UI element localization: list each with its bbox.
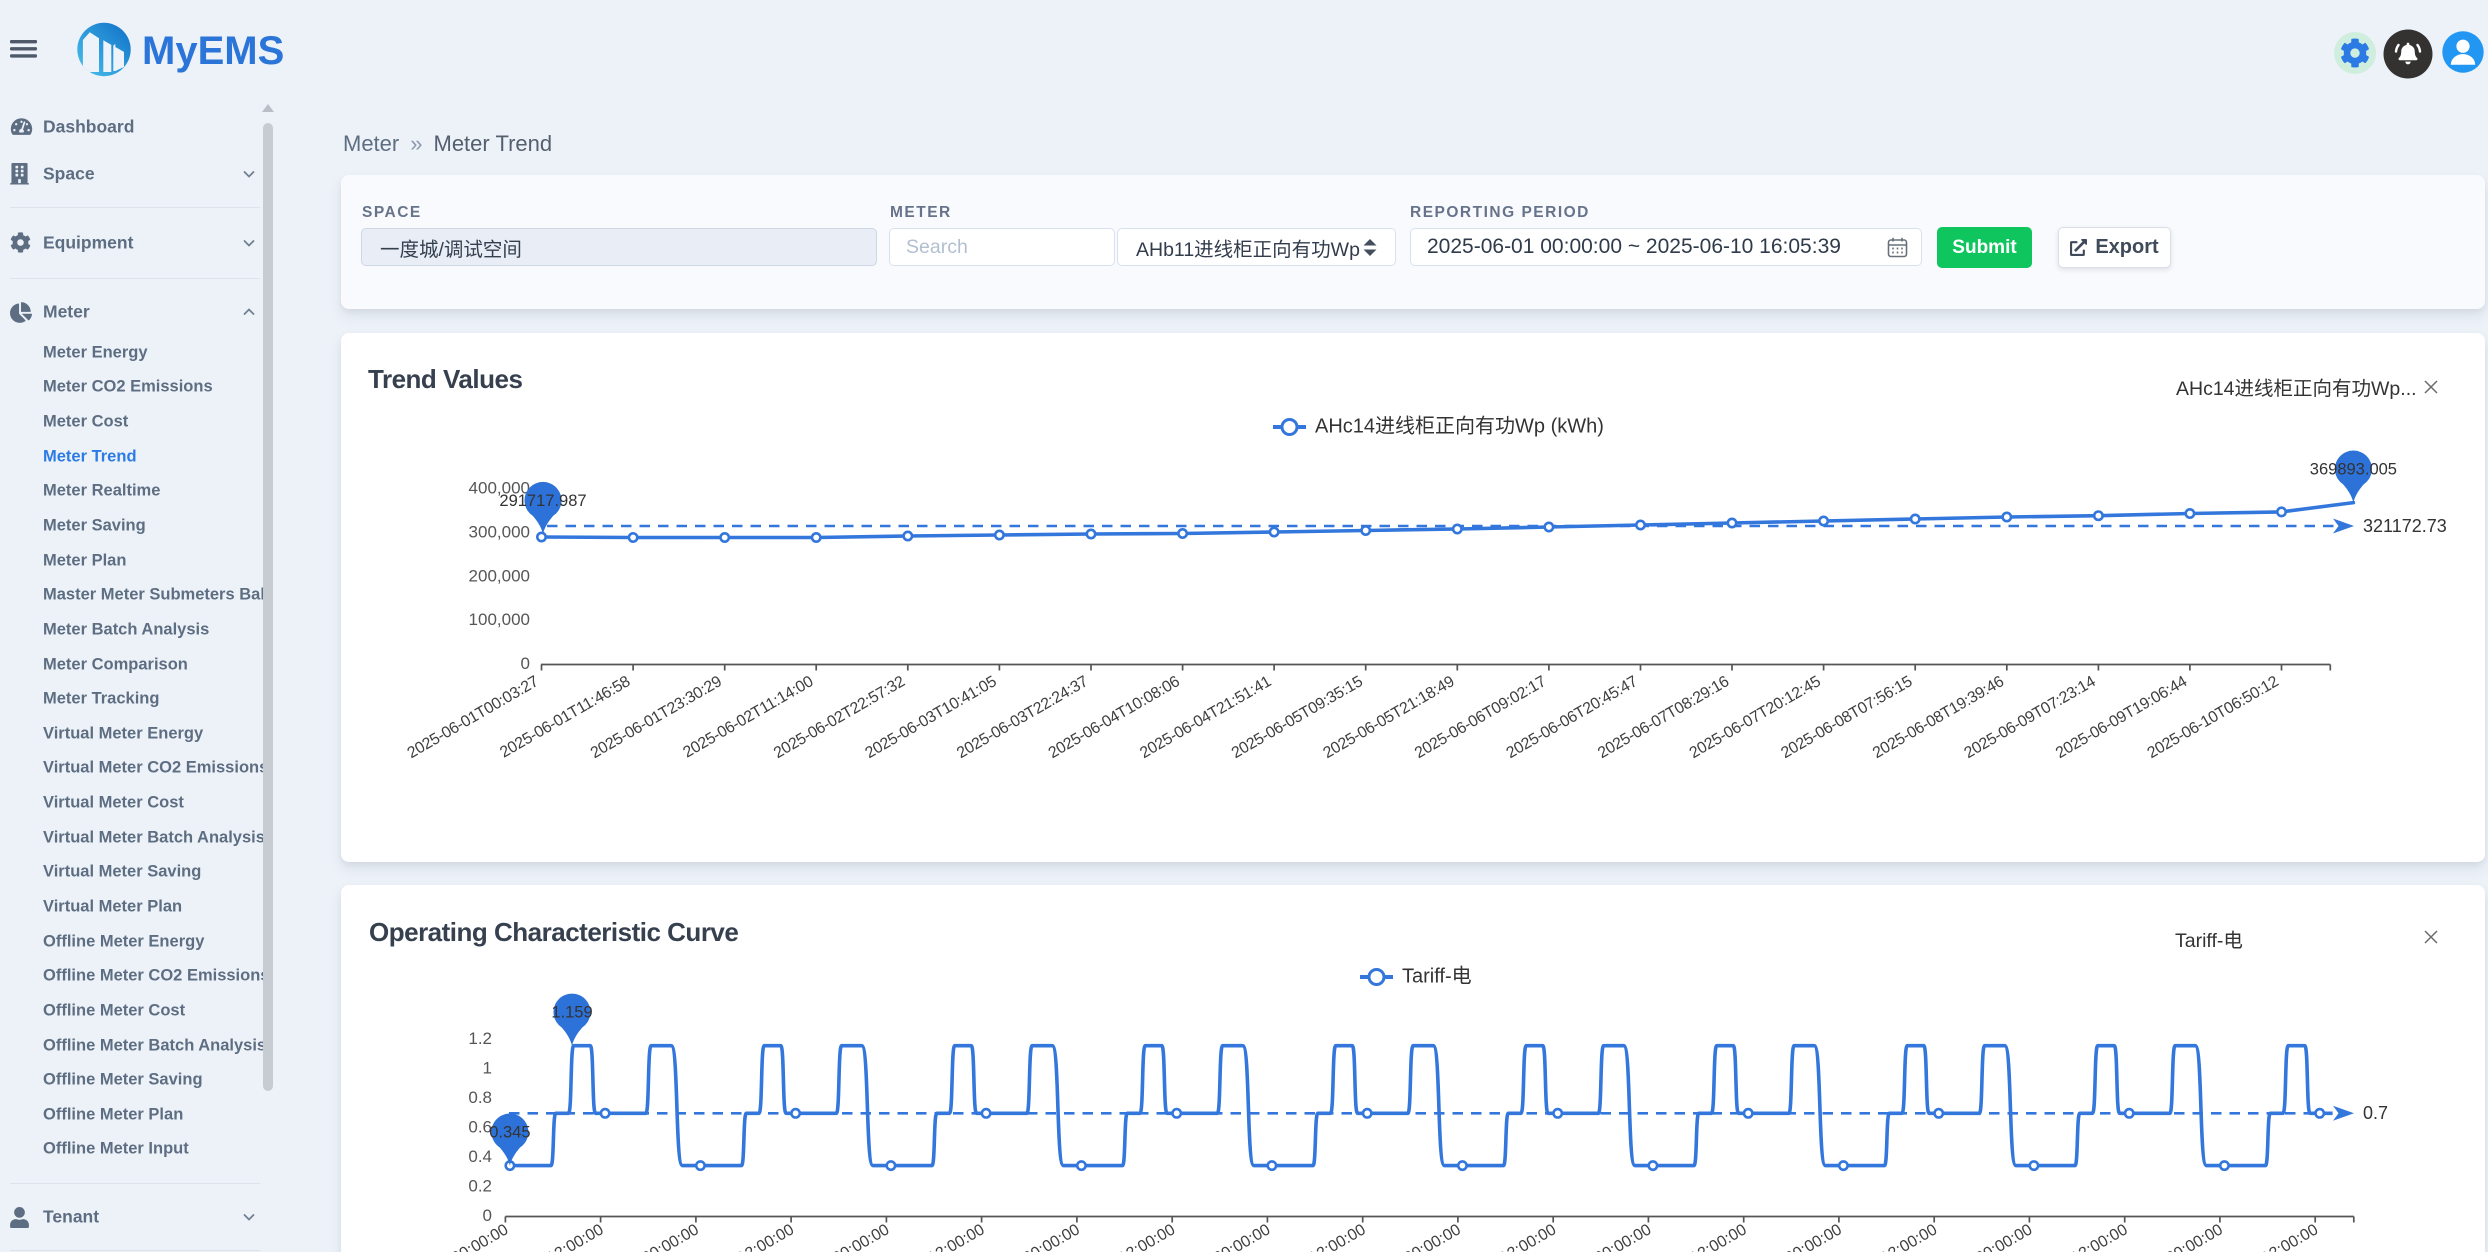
svg-text:0.345: 0.345	[489, 1123, 530, 1141]
svg-text:291717.987: 291717.987	[499, 492, 586, 510]
svg-text:12:00:00: 12:00:00	[1687, 1221, 1750, 1252]
svg-text:12:00:00: 12:00:00	[2259, 1221, 2322, 1252]
svg-text:369893.005: 369893.005	[2310, 460, 2397, 478]
svg-text:0: 0	[483, 1206, 492, 1225]
svg-text:0.8: 0.8	[468, 1088, 492, 1107]
svg-text:0.2: 0.2	[468, 1176, 492, 1195]
svg-text:1: 1	[483, 1059, 492, 1078]
svg-text:0: 0	[521, 654, 530, 673]
svg-text:12:00:00: 12:00:00	[1306, 1221, 1369, 1252]
svg-text:12:00:00: 12:00:00	[735, 1221, 798, 1252]
svg-text:1.2: 1.2	[468, 1029, 492, 1048]
svg-text:12:00:00: 12:00:00	[1497, 1221, 1560, 1252]
svg-text:12:00:00: 12:00:00	[925, 1221, 988, 1252]
svg-text:100,000: 100,000	[469, 610, 530, 629]
svg-text:00:00:00: 00:00:00	[2163, 1221, 2226, 1252]
svg-text:00:00:00: 00:00:00	[1020, 1221, 1083, 1252]
svg-text:12:00:00: 12:00:00	[544, 1221, 607, 1252]
svg-text:00:00:00: 00:00:00	[449, 1221, 512, 1252]
svg-text:00:00:00: 00:00:00	[1973, 1221, 2036, 1252]
svg-text:0.7: 0.7	[2363, 1103, 2388, 1123]
svg-text:0.6: 0.6	[468, 1118, 492, 1137]
svg-text:00:00:00: 00:00:00	[1782, 1221, 1845, 1252]
svg-text:AHc14进线柜正向有功Wp (kWh): AHc14进线柜正向有功Wp (kWh)	[1315, 414, 1604, 437]
svg-text:Tariff-电: Tariff-电	[1402, 964, 1472, 987]
svg-text:400,000: 400,000	[469, 478, 530, 497]
svg-text:00:00:00: 00:00:00	[639, 1221, 702, 1252]
svg-text:00:00:00: 00:00:00	[1592, 1221, 1655, 1252]
svg-text:200,000: 200,000	[469, 566, 530, 585]
svg-text:12:00:00: 12:00:00	[1116, 1221, 1179, 1252]
svg-text:00:00:00: 00:00:00	[1401, 1221, 1464, 1252]
svg-text:300,000: 300,000	[469, 522, 530, 541]
svg-text:00:00:00: 00:00:00	[1211, 1221, 1274, 1252]
svg-text:1.159: 1.159	[551, 1004, 592, 1022]
svg-text:12:00:00: 12:00:00	[2068, 1221, 2131, 1252]
svg-text:00:00:00: 00:00:00	[830, 1221, 893, 1252]
svg-text:321172.73: 321172.73	[2363, 516, 2447, 536]
svg-text:0.4: 0.4	[468, 1147, 492, 1166]
svg-text:12:00:00: 12:00:00	[1878, 1221, 1941, 1252]
